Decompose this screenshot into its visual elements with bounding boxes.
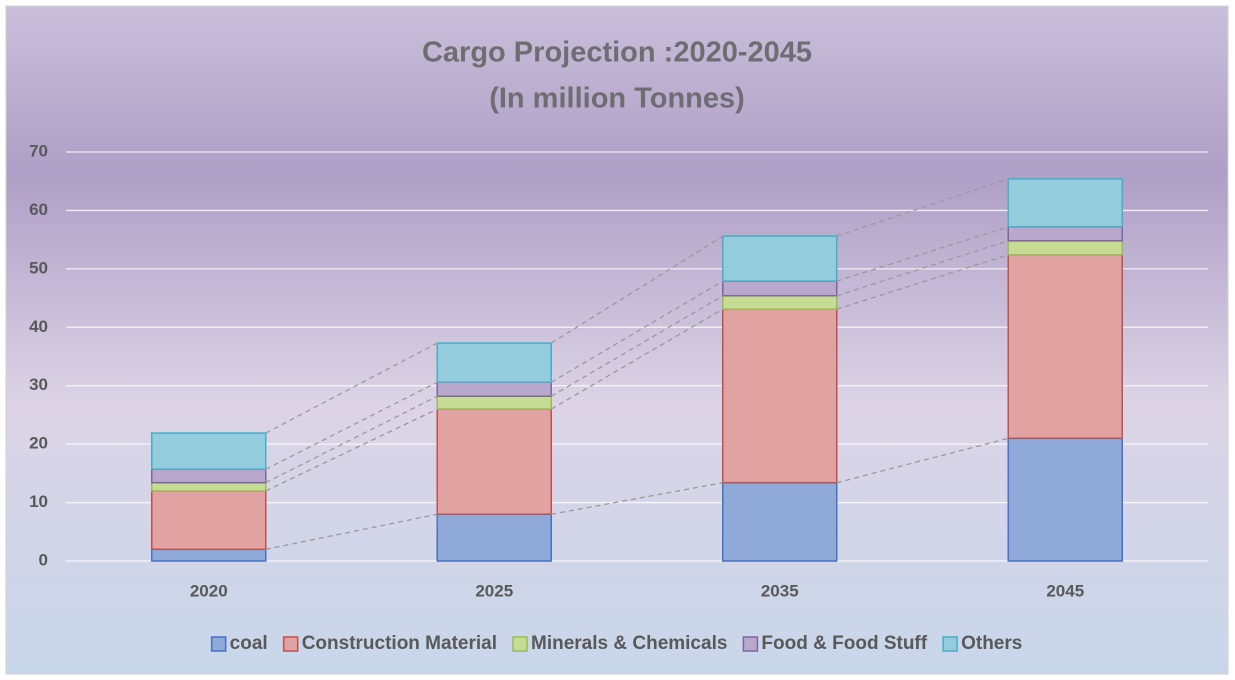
- y-tick-label: 50: [29, 258, 48, 277]
- legend-label: Construction Material: [302, 633, 497, 654]
- x-tick-label: 2035: [761, 581, 799, 600]
- series-line: [265, 408, 438, 492]
- bar-segment: [1007, 437, 1123, 562]
- bar-segment: [436, 381, 552, 397]
- bar-segment: [151, 432, 267, 471]
- legend-label: Minerals & Chemicals: [531, 633, 727, 654]
- legend-swatch: [742, 636, 759, 652]
- legend-swatch: [512, 636, 528, 652]
- y-tick-label: 20: [29, 434, 48, 453]
- x-tick-label: 2045: [1046, 581, 1084, 600]
- legend-label: Food & Food Stuff: [761, 633, 927, 654]
- chart-title: Cargo Projection :2020-2045: [422, 37, 812, 69]
- series-line: [836, 254, 1009, 310]
- bar-segment: [722, 308, 838, 484]
- bar-segment: [436, 395, 552, 410]
- bar-segment: [436, 408, 552, 516]
- bar-segment: [1007, 240, 1123, 256]
- bar-segment: [1007, 178, 1123, 228]
- chart-subtitle: (In million Tonnes): [489, 83, 745, 115]
- series-line: [550, 235, 724, 344]
- bar-segment: [722, 294, 838, 310]
- bar-segment: [436, 342, 552, 383]
- series-line: [550, 308, 724, 410]
- series-line: [836, 437, 1009, 484]
- series-line: [836, 178, 1009, 237]
- bar-segment: [151, 481, 267, 492]
- series-line: [836, 226, 1009, 282]
- legend-label: coal: [230, 633, 268, 654]
- y-tick-label: 30: [29, 375, 48, 394]
- x-tick-label: 2025: [475, 581, 513, 600]
- y-tick-label: 40: [29, 317, 48, 336]
- y-tick-label: 70: [29, 141, 48, 160]
- x-tick-label: 2020: [190, 581, 228, 600]
- series-line: [265, 513, 438, 550]
- legend-swatch: [210, 636, 227, 652]
- bar-segment: [151, 548, 267, 562]
- bar-segment: [151, 468, 267, 484]
- series-line: [551, 482, 723, 515]
- series-line: [550, 280, 724, 383]
- legend-swatch: [282, 636, 299, 652]
- bar-segment: [1007, 226, 1123, 242]
- series-line: [550, 295, 724, 397]
- bar-segment: [436, 513, 552, 562]
- legend-label: Others: [961, 633, 1022, 654]
- legend-swatch: [942, 636, 958, 652]
- y-tick-label: 10: [29, 492, 48, 511]
- bar-segment: [1007, 254, 1123, 440]
- bar-segment: [722, 280, 838, 297]
- bar-segment: [151, 490, 267, 551]
- y-tick-label: 60: [29, 200, 48, 219]
- bar-segment: [722, 481, 838, 562]
- bar-segment: [722, 235, 838, 282]
- y-tick-label: 0: [39, 550, 48, 569]
- series-line: [836, 240, 1009, 297]
